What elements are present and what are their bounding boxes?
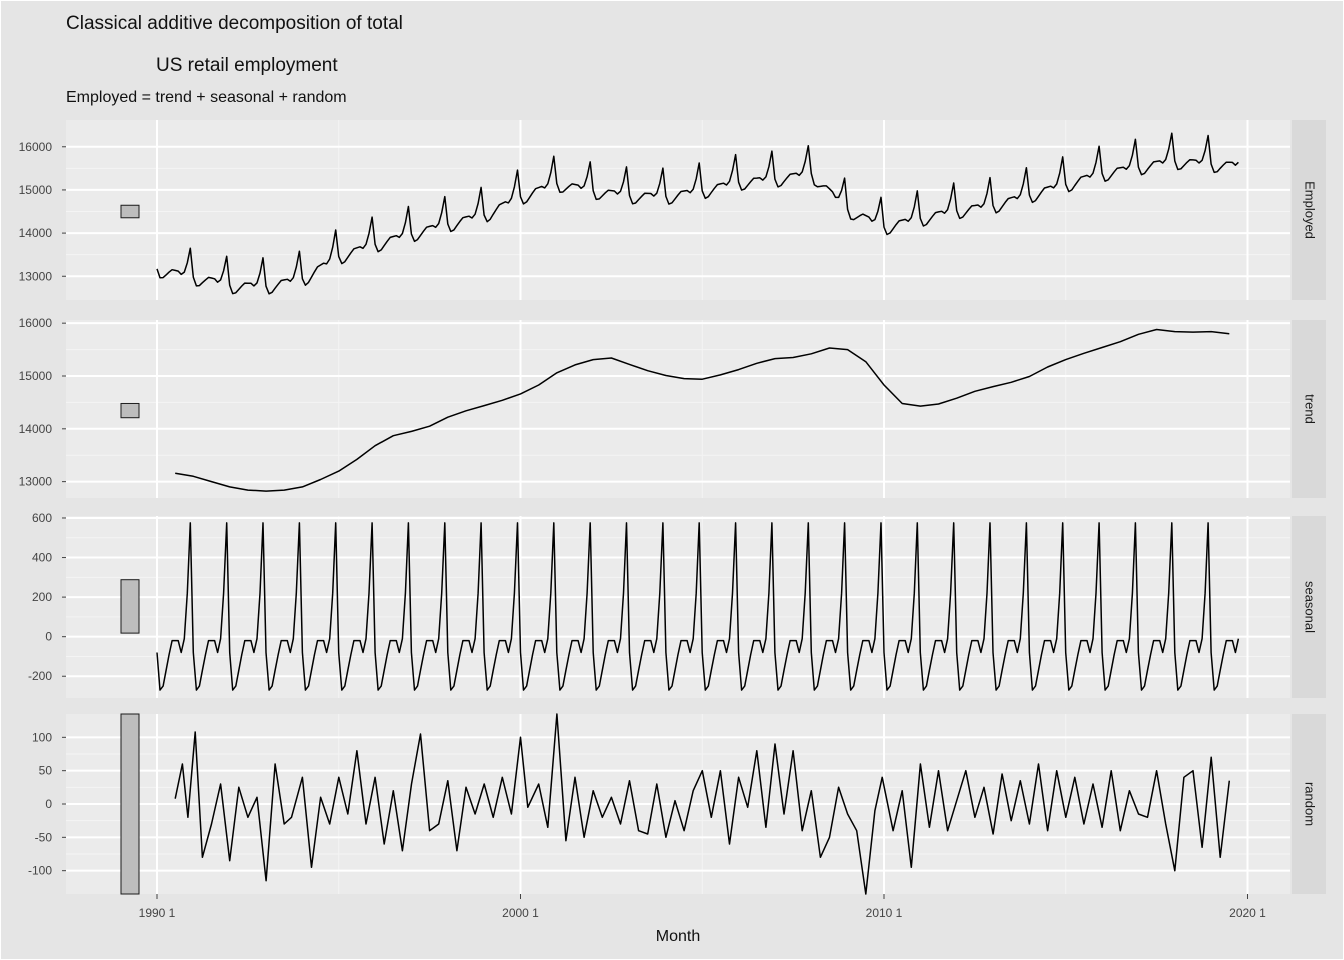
y-tick-label: 14000 — [19, 226, 53, 240]
facet-strip-label: Employed — [1303, 181, 1318, 239]
y-tick-label: 14000 — [19, 422, 53, 436]
chart-title-line2: US retail employment — [156, 55, 338, 76]
y-tick-label: 400 — [32, 551, 52, 565]
y-tick-label: 200 — [32, 590, 52, 604]
scale-bar — [120, 579, 140, 634]
y-tick-label: -100 — [28, 864, 52, 878]
series-line-random — [174, 713, 1231, 895]
panel-background — [66, 516, 1290, 698]
facet-strip-label: random — [1303, 782, 1318, 826]
panel-seasonal: -200 0 200 400 600 seasonal — [28, 511, 1326, 698]
x-tick-label: 2000 1 — [502, 906, 539, 920]
scale-bar — [120, 402, 140, 419]
facet-strip — [1292, 714, 1326, 894]
y-tick-label: 16000 — [19, 140, 53, 154]
y-tick-label: 100 — [32, 730, 52, 744]
y-tick-label: 0 — [45, 630, 52, 644]
x-tick-label: 1990 1 — [139, 906, 176, 920]
facet-strip-label: trend — [1303, 394, 1318, 424]
y-tick-label: -50 — [35, 830, 53, 844]
panel-random: -100 -50 0 50 100 random — [28, 713, 1326, 895]
y-tick-label: 0 — [45, 797, 52, 811]
series-line-employed — [156, 132, 1239, 295]
y-tick-label: 13000 — [19, 475, 53, 489]
y-tick-label: 13000 — [19, 269, 53, 283]
facet-strip — [1292, 516, 1326, 698]
x-axis: 1990 1 2000 1 2010 1 2020 1 — [139, 894, 1266, 920]
facet-strip — [1292, 320, 1326, 498]
x-tick-label: 2010 1 — [866, 906, 903, 920]
facet-strip-label: seasonal — [1303, 581, 1318, 633]
y-tick-label: 600 — [32, 511, 52, 525]
scale-bar — [120, 204, 140, 219]
y-tick-label: 15000 — [19, 183, 53, 197]
series-line-seasonal — [156, 522, 1240, 691]
series-line-trend — [175, 328, 1230, 492]
y-tick-label: 15000 — [19, 369, 53, 383]
chart-title-line1: Classical additive decomposition of tota… — [66, 13, 403, 34]
chart-subtitle: Employed = trend + seasonal + random — [66, 89, 347, 106]
panel-background — [66, 120, 1290, 300]
panel-trend: 13000 14000 15000 16000 trend — [19, 316, 1326, 498]
facet-strip — [1292, 120, 1326, 300]
y-tick-label: -200 — [28, 669, 52, 683]
y-tick-label: 50 — [39, 764, 53, 778]
y-tick-label: 16000 — [19, 316, 53, 330]
x-axis-label: Month — [656, 928, 700, 945]
x-tick-label: 2020 1 — [1229, 906, 1266, 920]
panel-employed: 13000 14000 15000 16000 Employed — [19, 120, 1326, 300]
scale-bar — [120, 713, 140, 895]
panels-group: 13000 14000 15000 16000 Employed 13000 14000 15… — [19, 120, 1326, 895]
